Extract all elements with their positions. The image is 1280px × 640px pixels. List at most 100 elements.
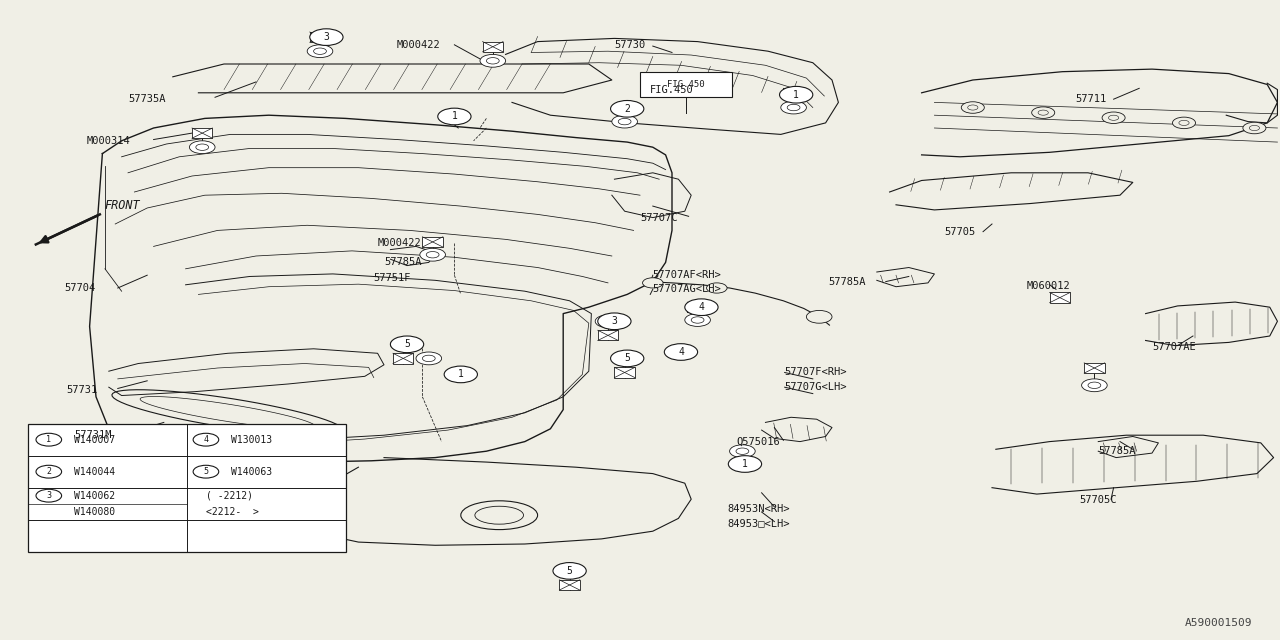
Circle shape bbox=[618, 355, 631, 362]
Circle shape bbox=[310, 29, 343, 45]
Circle shape bbox=[1172, 117, 1196, 129]
Text: 57730: 57730 bbox=[614, 40, 645, 50]
Bar bbox=[310, 32, 330, 42]
Circle shape bbox=[397, 341, 410, 348]
Circle shape bbox=[193, 433, 219, 446]
Circle shape bbox=[448, 368, 474, 381]
Text: 5: 5 bbox=[625, 353, 630, 364]
Text: 57735A: 57735A bbox=[128, 94, 165, 104]
Circle shape bbox=[193, 465, 219, 478]
Bar bbox=[393, 353, 413, 364]
Circle shape bbox=[307, 45, 333, 58]
Bar bbox=[559, 580, 580, 590]
Circle shape bbox=[36, 465, 61, 478]
Text: W140044: W140044 bbox=[74, 467, 115, 477]
Circle shape bbox=[787, 104, 800, 111]
Text: 5: 5 bbox=[567, 566, 572, 576]
Text: 3: 3 bbox=[46, 491, 51, 500]
Text: 1: 1 bbox=[46, 435, 51, 444]
Text: 4: 4 bbox=[204, 435, 209, 444]
Circle shape bbox=[806, 310, 832, 323]
Text: 1: 1 bbox=[452, 111, 457, 122]
Text: W140007: W140007 bbox=[74, 435, 115, 445]
Bar bbox=[28, 424, 346, 552]
Text: W140080: W140080 bbox=[74, 507, 115, 516]
Bar bbox=[192, 128, 212, 138]
Text: 57705C: 57705C bbox=[1079, 495, 1116, 506]
Text: 57731: 57731 bbox=[67, 385, 97, 396]
Text: 2: 2 bbox=[625, 104, 630, 114]
Text: W140063: W140063 bbox=[232, 467, 273, 477]
Circle shape bbox=[1249, 125, 1260, 131]
Text: 57785A: 57785A bbox=[1098, 446, 1135, 456]
Text: 57707F<RH>: 57707F<RH> bbox=[785, 367, 847, 378]
Circle shape bbox=[420, 248, 445, 261]
Circle shape bbox=[1088, 382, 1101, 388]
Circle shape bbox=[189, 141, 215, 154]
Text: W130013: W130013 bbox=[232, 435, 273, 445]
Circle shape bbox=[595, 315, 621, 328]
Text: 2: 2 bbox=[46, 467, 51, 476]
Text: A590001509: A590001509 bbox=[1184, 618, 1252, 628]
Text: 4: 4 bbox=[678, 347, 684, 357]
Circle shape bbox=[444, 366, 477, 383]
Circle shape bbox=[422, 355, 435, 362]
Text: Q575016: Q575016 bbox=[736, 436, 780, 447]
Circle shape bbox=[961, 102, 984, 113]
Text: 57731M: 57731M bbox=[74, 430, 111, 440]
Circle shape bbox=[416, 352, 442, 365]
Bar bbox=[483, 42, 503, 52]
Circle shape bbox=[557, 564, 582, 577]
Circle shape bbox=[611, 350, 644, 367]
Circle shape bbox=[728, 456, 762, 472]
Text: 57785A: 57785A bbox=[384, 257, 421, 268]
Text: 3: 3 bbox=[612, 316, 617, 326]
Text: 1: 1 bbox=[742, 459, 748, 469]
Text: 57707C: 57707C bbox=[640, 212, 677, 223]
Text: M000314: M000314 bbox=[87, 136, 131, 146]
Text: FIG.450: FIG.450 bbox=[650, 84, 694, 95]
Text: 84953□<LH>: 84953□<LH> bbox=[727, 518, 790, 528]
Circle shape bbox=[968, 105, 978, 110]
Circle shape bbox=[553, 563, 586, 579]
Text: 57707G<LH>: 57707G<LH> bbox=[785, 382, 847, 392]
Circle shape bbox=[486, 58, 499, 64]
Bar bbox=[640, 72, 732, 97]
Circle shape bbox=[598, 313, 631, 330]
Circle shape bbox=[691, 317, 704, 323]
Text: M000422: M000422 bbox=[397, 40, 440, 50]
Circle shape bbox=[612, 115, 637, 128]
Bar bbox=[1050, 292, 1070, 303]
Circle shape bbox=[1243, 122, 1266, 134]
Bar bbox=[1084, 363, 1105, 373]
Circle shape bbox=[1082, 379, 1107, 392]
Circle shape bbox=[454, 371, 467, 378]
Circle shape bbox=[685, 299, 718, 316]
Bar bbox=[783, 88, 804, 99]
Circle shape bbox=[602, 318, 614, 324]
Circle shape bbox=[563, 568, 576, 574]
Text: 57705: 57705 bbox=[945, 227, 975, 237]
Circle shape bbox=[664, 344, 698, 360]
Text: 1: 1 bbox=[794, 90, 799, 100]
Text: FRONT: FRONT bbox=[105, 200, 141, 212]
Circle shape bbox=[1179, 120, 1189, 125]
Bar bbox=[598, 330, 618, 340]
Circle shape bbox=[438, 108, 471, 125]
Text: 57707AG<LH>: 57707AG<LH> bbox=[653, 284, 722, 294]
Bar bbox=[614, 367, 635, 378]
Bar bbox=[687, 302, 708, 312]
Text: M060012: M060012 bbox=[1027, 281, 1070, 291]
Circle shape bbox=[643, 278, 663, 288]
Circle shape bbox=[618, 118, 631, 125]
Circle shape bbox=[1038, 110, 1048, 115]
Circle shape bbox=[707, 283, 727, 293]
Text: 5: 5 bbox=[404, 339, 410, 349]
Circle shape bbox=[480, 54, 506, 67]
Ellipse shape bbox=[461, 500, 538, 530]
Text: M000422: M000422 bbox=[378, 238, 421, 248]
Text: 57704: 57704 bbox=[64, 283, 95, 293]
Text: 57711: 57711 bbox=[1075, 94, 1106, 104]
Circle shape bbox=[781, 101, 806, 114]
Circle shape bbox=[36, 433, 61, 446]
